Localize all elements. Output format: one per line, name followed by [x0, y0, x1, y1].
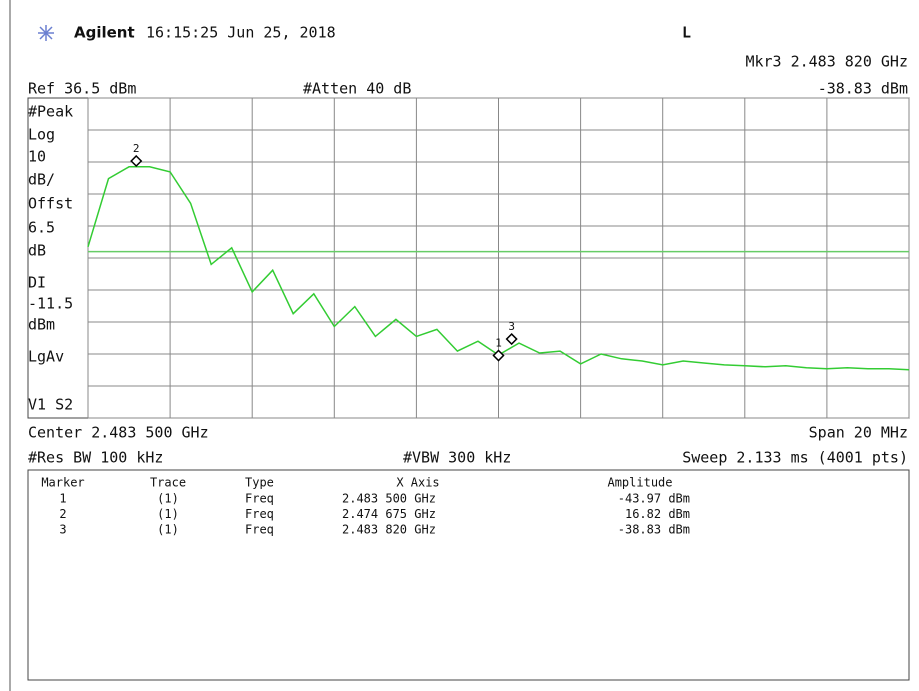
- column-header: Type: [245, 476, 274, 490]
- marker-readout: Mkr3 2.483 820 GHz: [745, 53, 908, 71]
- marker-table-frame: [27, 469, 910, 681]
- status: L: [682, 24, 691, 42]
- table-cell: -38.83 dBm: [618, 523, 690, 537]
- plot-area: 1 2 3: [87, 97, 910, 419]
- column-header: Amplitude: [607, 476, 672, 490]
- left-label: Offst: [28, 195, 73, 213]
- left-label: DI: [28, 274, 46, 292]
- left-label: dB: [28, 242, 46, 260]
- marker-label: 3: [508, 320, 515, 333]
- table-cell: 2.474 675 GHz: [342, 507, 436, 521]
- left-label: Log: [28, 126, 55, 144]
- left-label: dBm: [28, 316, 55, 334]
- table-cell: -43.97 dBm: [618, 492, 690, 506]
- left-label: V1 S2: [28, 396, 73, 414]
- left-label: LgAv: [28, 348, 64, 366]
- ref-level: Ref 36.5 dBm: [28, 80, 136, 98]
- table-cell: Freq: [245, 523, 274, 537]
- display-line-value: -11.5: [28, 295, 73, 313]
- rbw: #Res BW 100 kHz: [28, 449, 163, 467]
- marker-diamond: [505, 332, 518, 346]
- attenuation: #Atten 40 dB: [303, 80, 411, 98]
- table-cell: 2.483 820 GHz: [342, 523, 436, 537]
- marker-amplitude: -38.83 dBm: [818, 80, 908, 98]
- column-header: X Axis: [396, 476, 439, 490]
- column-header: Trace: [150, 476, 186, 490]
- left-label: 6.5: [28, 219, 55, 237]
- left-label: dB/: [28, 171, 55, 189]
- marker-table: Marker Trace Type X Axis Amplitude 1 (1) Freq 2.…: [41, 476, 690, 537]
- marker-diamond: [130, 154, 143, 168]
- table-cell: Freq: [245, 507, 274, 521]
- left-label: 10: [28, 148, 46, 166]
- table-cell: 1: [59, 492, 66, 506]
- table-cell: (1): [157, 507, 179, 521]
- brand: Agilent: [74, 24, 135, 42]
- table-cell: Freq: [245, 492, 274, 506]
- table-cell: 16.82 dBm: [625, 507, 690, 521]
- column-header: Marker: [41, 476, 84, 490]
- marker-diamond: [492, 349, 505, 362]
- table-cell: (1): [157, 523, 179, 537]
- logo-icon: [38, 25, 54, 41]
- table-cell: 2: [59, 507, 66, 521]
- table-cell: 3: [59, 523, 66, 537]
- sweep: Sweep 2.133 ms (4001 pts): [682, 449, 908, 467]
- table-cell: (1): [157, 492, 179, 506]
- datetime: 16:15:25 Jun 25, 2018: [146, 24, 336, 42]
- left-label: #Peak: [28, 103, 73, 121]
- span: Span 20 MHz: [809, 424, 908, 442]
- center-freq: Center 2.483 500 GHz: [28, 424, 209, 442]
- table-cell: 2.483 500 GHz: [342, 492, 436, 506]
- left-annotations: #Peak Log 10 dB/Offst 6.5 dB DI dBm LgAv V1 S2 -11…: [28, 103, 73, 414]
- marker-label: 2: [133, 142, 140, 155]
- marker-label: 1: [495, 337, 502, 350]
- vbw: #VBW 300 kHz: [403, 449, 511, 467]
